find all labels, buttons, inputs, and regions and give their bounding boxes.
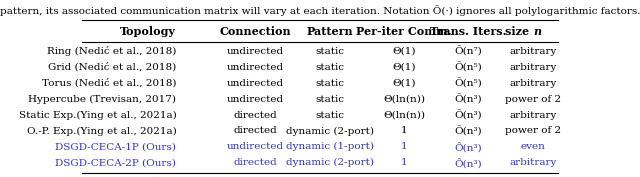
Text: dynamic (2-port): dynamic (2-port) bbox=[286, 126, 374, 136]
Text: static: static bbox=[316, 111, 344, 119]
Text: undirected: undirected bbox=[227, 95, 284, 104]
Text: size: size bbox=[505, 26, 533, 37]
Text: power of 2: power of 2 bbox=[505, 95, 561, 104]
Text: 1: 1 bbox=[401, 142, 408, 151]
Text: Static Exp.(Ying et al., 2021a): Static Exp.(Ying et al., 2021a) bbox=[19, 110, 176, 120]
Text: Hypercube (Trevisan, 2017): Hypercube (Trevisan, 2017) bbox=[28, 95, 176, 104]
Text: Grid (Nedić et al., 2018): Grid (Nedić et al., 2018) bbox=[48, 62, 176, 72]
Text: Per-iter Comm.: Per-iter Comm. bbox=[356, 26, 452, 37]
Text: static: static bbox=[316, 79, 344, 88]
Text: Ô(n³): Ô(n³) bbox=[455, 142, 483, 152]
Text: dynamic (1-port): dynamic (1-port) bbox=[286, 142, 374, 152]
Text: Ring (Nedić et al., 2018): Ring (Nedić et al., 2018) bbox=[47, 46, 176, 56]
Text: Trans. Iters.: Trans. Iters. bbox=[431, 26, 507, 37]
Text: arbitrary: arbitrary bbox=[509, 79, 557, 88]
Text: Õ(n³): Õ(n³) bbox=[455, 94, 483, 104]
Text: arbitrary: arbitrary bbox=[509, 158, 557, 167]
Text: DSGD-CECA-1P (Ours): DSGD-CECA-1P (Ours) bbox=[56, 142, 176, 151]
Text: Connection: Connection bbox=[220, 26, 291, 37]
Text: undirected: undirected bbox=[227, 142, 284, 151]
Text: Õ(n⁵): Õ(n⁵) bbox=[455, 78, 483, 88]
Text: undirected: undirected bbox=[227, 79, 284, 88]
Text: static: static bbox=[316, 95, 344, 104]
Text: directed: directed bbox=[234, 111, 278, 119]
Text: n: n bbox=[533, 26, 541, 37]
Text: Õ(n³): Õ(n³) bbox=[455, 126, 483, 136]
Text: 1: 1 bbox=[401, 127, 408, 135]
Text: 1: 1 bbox=[401, 158, 408, 167]
Text: power of 2: power of 2 bbox=[505, 127, 561, 135]
Text: Θ(1): Θ(1) bbox=[392, 63, 416, 72]
Text: Õ(n³): Õ(n³) bbox=[455, 110, 483, 120]
Text: directed: directed bbox=[234, 158, 278, 167]
Text: Õ(n⁷): Õ(n⁷) bbox=[455, 46, 483, 56]
Text: Torus (Nedić et al., 2018): Torus (Nedić et al., 2018) bbox=[42, 78, 176, 88]
Text: Θ(1): Θ(1) bbox=[392, 79, 416, 88]
Text: directed: directed bbox=[234, 127, 278, 135]
Text: Õ(n⁵): Õ(n⁵) bbox=[455, 62, 483, 72]
Text: Θ(ln(n)): Θ(ln(n)) bbox=[383, 95, 425, 104]
Text: arbitrary: arbitrary bbox=[509, 63, 557, 72]
Text: arbitrary: arbitrary bbox=[509, 47, 557, 56]
Text: Θ(1): Θ(1) bbox=[392, 47, 416, 56]
Text: arbitrary: arbitrary bbox=[509, 111, 557, 119]
Text: Topology: Topology bbox=[120, 26, 176, 37]
Text: O.-P. Exp.(Ying et al., 2021a): O.-P. Exp.(Ying et al., 2021a) bbox=[26, 126, 176, 136]
Text: even: even bbox=[520, 142, 545, 151]
Text: Ô(n³): Ô(n³) bbox=[455, 158, 483, 168]
Text: DSGD-CECA-2P (Ours): DSGD-CECA-2P (Ours) bbox=[56, 158, 176, 167]
Text: pattern, its associated communication matrix will vary at each iteration. Notati: pattern, its associated communication ma… bbox=[0, 5, 640, 16]
Text: undirected: undirected bbox=[227, 47, 284, 56]
Text: undirected: undirected bbox=[227, 63, 284, 72]
Text: Pattern: Pattern bbox=[307, 26, 353, 37]
Text: Θ(ln(n)): Θ(ln(n)) bbox=[383, 111, 425, 119]
Text: static: static bbox=[316, 47, 344, 56]
Text: static: static bbox=[316, 63, 344, 72]
Text: dynamic (2-port): dynamic (2-port) bbox=[286, 158, 374, 167]
